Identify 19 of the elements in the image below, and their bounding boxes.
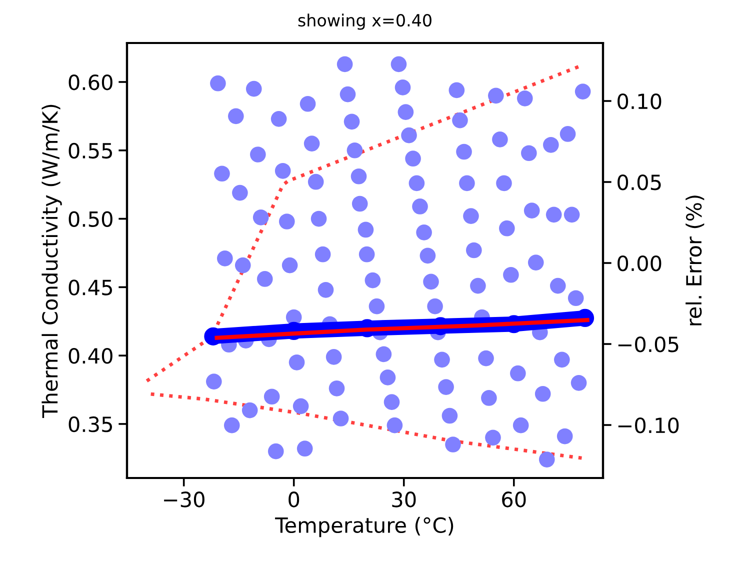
y-tick-label: 0.40 (68, 348, 112, 364)
y-axis-title: Thermal Conductivity (W/m/K) (42, 104, 62, 418)
y2-axis-title: rel. Error (%) (686, 196, 704, 326)
x-tick-label: 0 (288, 492, 300, 508)
y2-tick-label: −0.10 (618, 417, 679, 434)
x-tick-label: −30 (164, 492, 204, 508)
y2-tick-label: −0.05 (618, 336, 678, 352)
y-tick-label: 0.35 (68, 416, 112, 432)
x-tick-label: 30 (392, 492, 416, 508)
x-tick-label: 60 (502, 492, 526, 508)
y-tick-label: 0.45 (68, 280, 112, 296)
x-axis-title: Temperature (°C) (275, 516, 454, 538)
y-tick-label: 0.60 (68, 74, 112, 90)
y2-tick-label: 0.00 (618, 255, 662, 272)
chart-title: showing x=0.40 (298, 14, 432, 30)
y-tick-label: 0.55 (68, 142, 112, 159)
y2-tick-label: 0.05 (618, 174, 661, 190)
y-tick-label: 0.50 (68, 211, 112, 227)
y2-tick-label: 0.10 (618, 93, 662, 110)
